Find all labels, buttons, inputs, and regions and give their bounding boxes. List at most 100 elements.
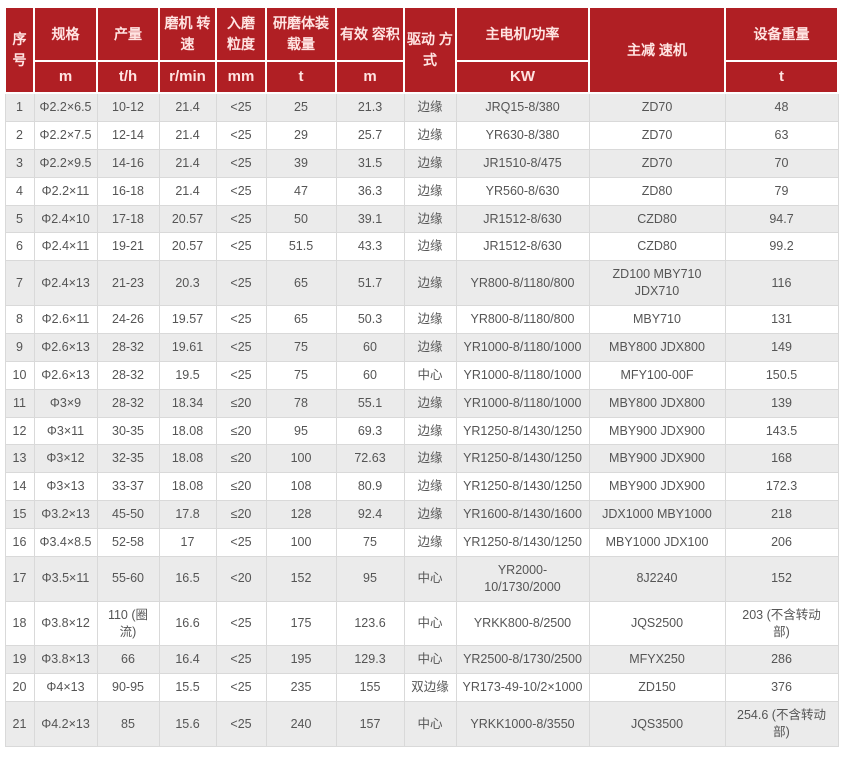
cell-feed: <25 (215, 260, 267, 306)
cell-spec: Φ3×11 (33, 416, 98, 446)
cell-feed: <25 (215, 305, 267, 334)
cell-media: 65 (265, 260, 337, 306)
cell-drive: 边缘 (403, 120, 457, 150)
cell-spec: Φ4.2×13 (33, 701, 98, 747)
cell-weight: 139 (724, 388, 839, 418)
cell-spec: Φ3.4×8.5 (33, 528, 98, 557)
cell-motor: JR1510-8/475 (455, 148, 590, 178)
table-row: 15 Φ3.2×13 45-50 17.8 ≤20 128 92.4 边缘 YR1600-8/1… (4, 500, 839, 529)
col-header-drive: 驱动 方式 (403, 6, 457, 94)
cell-no: 9 (4, 332, 35, 362)
table-row: 14 Φ3×13 33-37 18.08 ≤20 108 80.9 边缘 YR1250-8/14… (4, 472, 839, 502)
cell-drive: 中心 (403, 555, 457, 602)
table-row: 19 Φ3.8×13 66 16.4 <25 195 129.3 中心 YR2500-8/173… (4, 645, 839, 675)
cell-speed: 15.5 (158, 673, 217, 703)
cell-feed: <25 (215, 148, 267, 178)
cell-drive: 边缘 (403, 232, 457, 262)
cell-media: 108 (265, 472, 337, 502)
cell-motor: JRQ15-8/380 (455, 92, 590, 122)
col-unit-weight: t (724, 60, 839, 94)
cell-feed: ≤20 (215, 444, 267, 474)
cell-speed: 18.08 (158, 472, 217, 502)
cell-no: 2 (4, 120, 35, 150)
cell-drive: 边缘 (403, 444, 457, 474)
cell-feed: <25 (215, 645, 267, 675)
cell-weight: 286 (724, 645, 839, 675)
cell-motor: YR1000-8/1180/1000 (455, 332, 590, 362)
cell-motor: YRKK800-8/2500 (455, 600, 590, 647)
cell-spec: Φ3.8×12 (33, 600, 98, 647)
cell-drive: 边缘 (403, 472, 457, 502)
cell-speed: 16.4 (158, 645, 217, 675)
table-row: 16 Φ3.4×8.5 52-58 17 <25 100 75 边缘 YR1250-8/1430… (4, 528, 839, 557)
table-row: 2 Φ2.2×7.5 12-14 21.4 <25 29 25.7 边缘 YR630-8/380… (4, 120, 839, 150)
cell-drive: 边缘 (403, 500, 457, 529)
cell-weight: 152 (724, 555, 839, 602)
cell-output: 85 (96, 701, 160, 747)
cell-volume: 60 (335, 360, 405, 390)
cell-motor: YR1250-8/1430/1250 (455, 416, 590, 446)
cell-speed: 20.57 (158, 232, 217, 262)
cell-reducer: ZD150 (588, 673, 726, 703)
table-row: 12 Φ3×11 30-35 18.08 ≤20 95 69.3 边缘 YR1250-8/143… (4, 416, 839, 446)
cell-speed: 19.61 (158, 332, 217, 362)
cell-weight: 149 (724, 332, 839, 362)
cell-reducer: JQS3500 (588, 701, 726, 747)
cell-speed: 21.4 (158, 176, 217, 206)
cell-output: 32-35 (96, 444, 160, 474)
col-unit-media: t (265, 60, 337, 94)
cell-motor: YR173-49-10/2×1000 (455, 673, 590, 703)
cell-no: 21 (4, 701, 35, 747)
cell-spec: Φ4×13 (33, 673, 98, 703)
cell-media: 25 (265, 92, 337, 122)
table-row: 7 Φ2.4×13 21-23 20.3 <25 65 51.7 边缘 YR800-8/1180… (4, 260, 839, 306)
cell-spec: Φ2.4×10 (33, 204, 98, 234)
cell-media: 75 (265, 332, 337, 362)
cell-feed: <25 (215, 701, 267, 747)
cell-motor: YR2500-8/1730/2500 (455, 645, 590, 675)
cell-weight: 70 (724, 148, 839, 178)
cell-output: 28-32 (96, 360, 160, 390)
cell-motor: YR630-8/380 (455, 120, 590, 150)
cell-reducer: MBY1000 JDX100 (588, 528, 726, 557)
cell-speed: 19.57 (158, 305, 217, 334)
cell-volume: 157 (335, 701, 405, 747)
cell-media: 195 (265, 645, 337, 675)
cell-reducer: MBY900 JDX900 (588, 472, 726, 502)
cell-volume: 129.3 (335, 645, 405, 675)
cell-media: 152 (265, 555, 337, 602)
cell-drive: 中心 (403, 360, 457, 390)
cell-output: 16-18 (96, 176, 160, 206)
col-header-volume: 有效 容积 (335, 6, 405, 62)
cell-drive: 边缘 (403, 388, 457, 418)
cell-speed: 21.4 (158, 120, 217, 150)
cell-spec: Φ3×9 (33, 388, 98, 418)
cell-drive: 边缘 (403, 332, 457, 362)
cell-drive: 边缘 (403, 92, 457, 122)
table-row: 21 Φ4.2×13 85 15.6 <25 240 157 中心 YRKK1000-8/355… (4, 701, 839, 747)
cell-no: 14 (4, 472, 35, 502)
cell-no: 15 (4, 500, 35, 529)
cell-output: 110 (圈 流) (96, 600, 160, 647)
cell-volume: 95 (335, 555, 405, 602)
cell-speed: 16.6 (158, 600, 217, 647)
cell-media: 100 (265, 528, 337, 557)
cell-no: 18 (4, 600, 35, 647)
table-row: 9 Φ2.6×13 28-32 19.61 <25 75 60 边缘 YR1000-8/1180… (4, 332, 839, 362)
cell-volume: 43.3 (335, 232, 405, 262)
cell-volume: 92.4 (335, 500, 405, 529)
cell-output: 30-35 (96, 416, 160, 446)
col-header-spec: 规格 (33, 6, 98, 62)
col-unit-speed: r/min (158, 60, 217, 94)
cell-motor: YR800-8/1180/800 (455, 260, 590, 306)
cell-reducer: MBY900 JDX900 (588, 444, 726, 474)
cell-spec: Φ3×13 (33, 472, 98, 502)
cell-speed: 18.34 (158, 388, 217, 418)
cell-media: 128 (265, 500, 337, 529)
cell-output: 33-37 (96, 472, 160, 502)
cell-speed: 19.5 (158, 360, 217, 390)
cell-drive: 双边缘 (403, 673, 457, 703)
cell-feed: <25 (215, 600, 267, 647)
cell-spec: Φ3.8×13 (33, 645, 98, 675)
